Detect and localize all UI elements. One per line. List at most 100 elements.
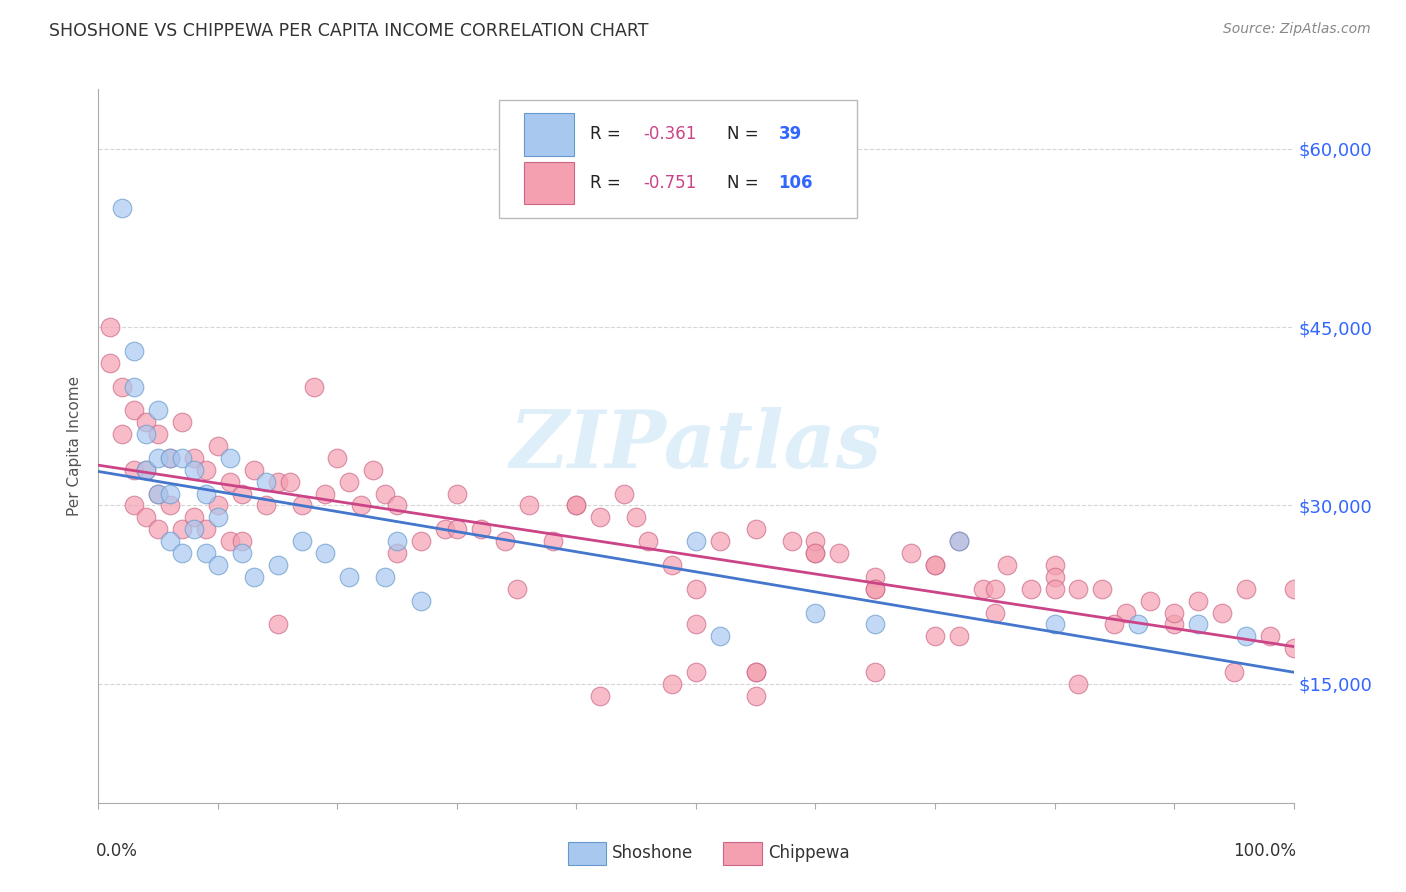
Point [172,450,194,465]
Point [267,617,290,632]
Point [470,522,492,536]
Point [148,450,170,465]
Point [804,546,827,560]
Point [385,499,409,513]
Point [828,546,851,560]
Point [111,379,134,393]
Point [219,450,242,465]
Point [984,582,1007,596]
Point [148,486,170,500]
Text: N =: N = [727,126,763,144]
Point [148,522,170,536]
Text: N =: N = [727,174,763,192]
Point [565,499,588,513]
Point [924,629,946,643]
Point [506,582,529,596]
Point [1043,617,1066,632]
Point [661,677,683,691]
Point [315,546,337,560]
Point [98,356,122,370]
Point [172,546,194,560]
Text: SHOSHONE VS CHIPPEWA PER CAPITA INCOME CORRELATION CHART: SHOSHONE VS CHIPPEWA PER CAPITA INCOME C… [49,22,648,40]
Point [924,558,946,572]
Point [315,486,337,500]
Text: Chippewa: Chippewa [768,844,849,862]
Point [685,617,707,632]
Point [745,665,768,679]
Point [1234,629,1257,643]
Point [1128,617,1150,632]
Point [207,439,229,453]
Point [434,522,457,536]
Point [1043,558,1066,572]
Point [745,689,768,703]
Point [243,463,266,477]
Point [195,546,218,560]
Point [1223,665,1246,679]
FancyBboxPatch shape [724,842,762,865]
Point [159,499,181,513]
Text: R =: R = [589,126,626,144]
Point [339,475,361,489]
Point [291,534,314,549]
Point [685,582,707,596]
Point [1115,606,1137,620]
Point [948,534,970,549]
FancyBboxPatch shape [524,161,574,204]
Point [135,427,157,442]
Point [1139,593,1161,607]
Y-axis label: Per Capita Income: Per Capita Income [67,376,83,516]
Point [804,546,827,560]
Point [135,463,157,477]
Point [385,534,409,549]
Point [374,570,396,584]
Point [709,629,731,643]
Point [172,415,194,429]
Text: 100.0%: 100.0% [1233,842,1296,860]
Text: 106: 106 [779,174,813,192]
Point [254,475,277,489]
Point [865,570,887,584]
Point [124,379,146,393]
Point [159,486,181,500]
Point [183,510,205,524]
Point [626,510,648,524]
FancyBboxPatch shape [499,100,858,218]
Point [745,665,768,679]
Point [111,201,134,215]
Point [1211,606,1233,620]
Point [195,486,218,500]
Point [159,450,181,465]
Point [1043,570,1066,584]
Point [1187,617,1209,632]
Point [613,486,636,500]
Point [589,510,612,524]
Point [865,617,887,632]
Point [219,534,242,549]
Point [124,463,146,477]
Point [278,475,301,489]
Point [1067,677,1090,691]
Point [900,546,922,560]
Point [948,629,970,643]
Point [804,534,827,549]
Point [124,343,146,358]
Point [135,463,157,477]
Point [231,486,253,500]
Point [302,379,325,393]
Text: R =: R = [589,174,626,192]
Point [865,665,887,679]
Point [267,558,290,572]
Point [231,534,253,549]
Point [589,689,612,703]
FancyBboxPatch shape [524,113,574,156]
Point [1163,606,1185,620]
Point [267,475,290,489]
Point [948,534,970,549]
Point [1067,582,1090,596]
FancyBboxPatch shape [568,842,606,865]
Point [984,606,1007,620]
Point [1282,582,1305,596]
Point [172,522,194,536]
Point [135,510,157,524]
